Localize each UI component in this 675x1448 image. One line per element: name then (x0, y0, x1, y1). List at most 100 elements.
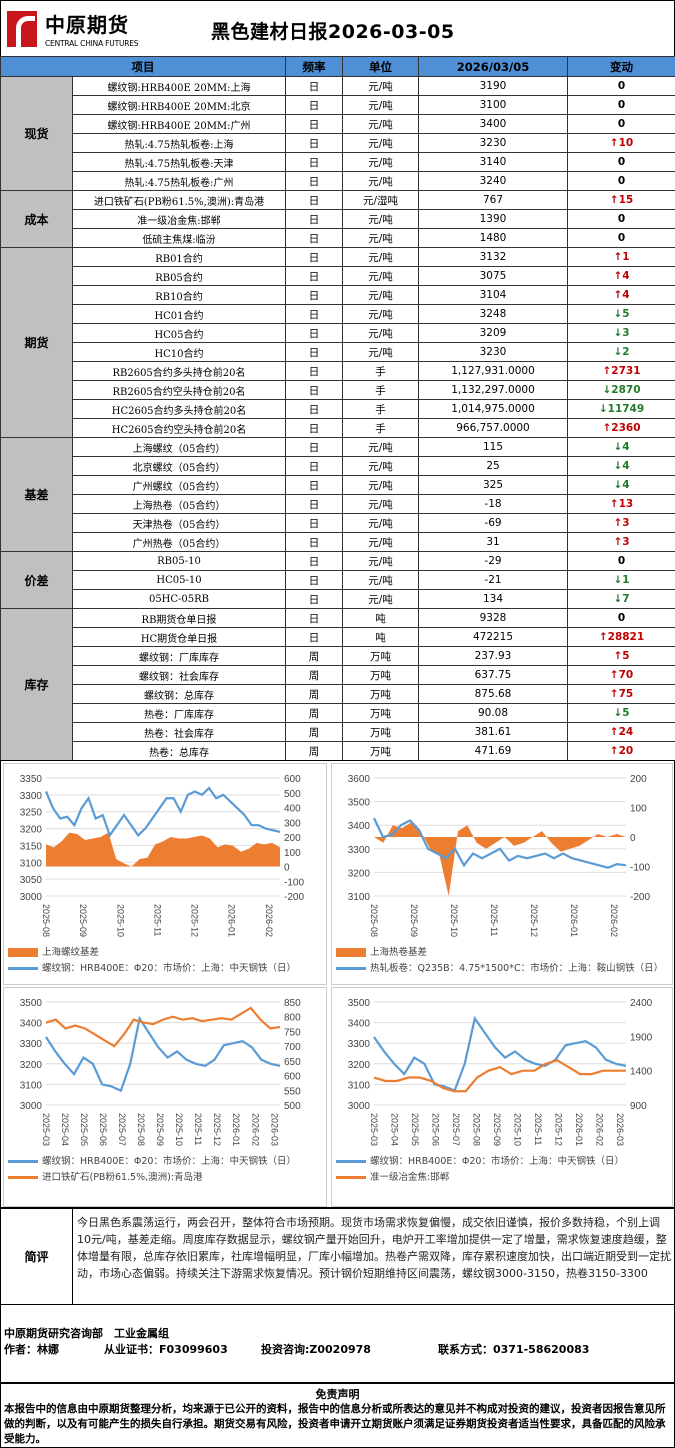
category-cell: 库存 (0, 608, 73, 761)
unit-cell: 吨 (342, 627, 419, 647)
item-cell: 热卷：厂库库存 (72, 703, 286, 723)
item-cell: 北京螺纹（05合约） (72, 456, 286, 476)
item-cell: HC05-10 (72, 570, 286, 590)
y2-tick-label: 2400 (630, 998, 653, 1009)
change-cell: 0 (567, 209, 675, 229)
item-cell: 螺纹钢:HRB400E 20MM:上海 (72, 76, 286, 96)
frequency-cell: 日 (285, 589, 343, 609)
change-cell: ↓5 (567, 304, 675, 324)
legend-item: 螺纹钢：HRB400E：Φ20：市场价：上海：中天钢铁（日） (336, 1155, 670, 1168)
change-cell: ↑1 (567, 247, 675, 267)
legend-swatch (336, 1160, 366, 1163)
item-cell: 螺纹钢:HRB400E 20MM:北京 (72, 95, 286, 115)
change-value: 28821 (607, 631, 645, 643)
unit-cell: 手 (342, 399, 419, 419)
unit-cell: 元/吨 (342, 171, 419, 191)
x-tick-label: 2025-09 (492, 1113, 502, 1146)
change-cell: ↓1 (567, 570, 675, 590)
consult-license: 投资咨询:Z0020978 (261, 1343, 371, 1356)
y2-tick-label: 1400 (630, 1067, 653, 1078)
y-tick-label: 3250 (20, 808, 43, 819)
value-cell: 875.68 (418, 684, 568, 704)
change-value: 70 (618, 669, 634, 681)
table-row: 成本 进口铁矿石(PB粉61.5%,澳洲):青岛港日元/湿吨 767 ↑15 (0, 190, 675, 248)
company-logo: 中原期货 CENTRAL CHINA FUTURES (7, 9, 152, 51)
item-cell: 05HC-05RB (72, 589, 286, 609)
unit-cell: 万吨 (342, 722, 419, 742)
frequency-cell: 周 (285, 741, 343, 761)
frequency-cell: 日 (285, 152, 343, 172)
value-cell: 3075 (418, 266, 568, 286)
value-cell: 3248 (418, 304, 568, 324)
change-cell: ↑3 (567, 513, 675, 533)
change-cell: 0 (567, 152, 675, 172)
x-tick-label: 2025-08 (41, 904, 51, 937)
x-tick-label: 2026-02 (250, 1113, 260, 1146)
frequency-cell: 日 (285, 266, 343, 286)
frequency-cell: 日 (285, 627, 343, 647)
change-cell: ↑10 (567, 133, 675, 153)
x-tick-label: 2025-08 (369, 904, 379, 937)
value-cell: 966,757.0000 (418, 418, 568, 438)
commentary-label: 简评 (1, 1209, 73, 1304)
table-row: 热轧:4.75热轧板卷:天津日元/吨 3140 0 (1, 152, 675, 172)
unit-cell: 元/吨 (342, 475, 419, 495)
legend-label: 上海螺纹基差 (42, 947, 100, 958)
y-tick-label: 3000 (20, 1101, 43, 1112)
value-cell: 1390 (418, 209, 568, 229)
item-cell: RB期货仓单日报 (72, 608, 286, 628)
y-tick-label: 3200 (348, 868, 371, 879)
series-line (45, 1015, 281, 1093)
item-cell: 上海螺纹（05合约） (72, 437, 286, 457)
y2-tick-label: 500 (284, 1101, 301, 1112)
change-cell: 0 (567, 228, 675, 248)
arrow-up-icon: ↑ (602, 422, 612, 434)
table-row: RB05合约日元/吨 3075 ↑4 (1, 266, 675, 286)
change-value: 2 (622, 346, 630, 358)
frequency-cell: 周 (285, 722, 343, 742)
item-cell: 螺纹钢：总库存 (72, 684, 286, 704)
change-cell: 0 (567, 114, 675, 134)
x-tick-label: 2025-11 (193, 1113, 203, 1145)
value-cell: 3132 (418, 247, 568, 267)
table-row: 螺纹钢:HRB400E 20MM:北京日元/吨 3100 0 (1, 95, 675, 115)
unit-cell: 元/吨 (342, 342, 419, 362)
arrow-up-icon: ↑ (609, 137, 619, 149)
change-cell: ↓5 (567, 703, 675, 723)
unit-cell: 元/吨 (342, 589, 419, 609)
unit-cell: 万吨 (342, 703, 419, 723)
change-value: 3 (622, 517, 630, 529)
chart-legend: 螺纹钢：HRB400E：Φ20：市场价：上海：中天钢铁（日） 进口铁矿石(PB粉6… (8, 1155, 324, 1187)
x-tick-label: 2025-10 (449, 904, 459, 937)
frequency-cell: 日 (285, 342, 343, 362)
item-cell: 热卷：总库存 (72, 741, 286, 761)
arrow-down-icon: ↓ (613, 593, 623, 605)
change-value: 1 (622, 574, 630, 586)
value-cell: 3104 (418, 285, 568, 305)
y-tick-label: 3200 (20, 1060, 43, 1071)
item-cell: 广州螺纹（05合约） (72, 475, 286, 495)
certificate: 从业证书：F03099603 (104, 1343, 228, 1356)
item-cell: 热轧:4.75热轧板卷:上海 (72, 133, 286, 153)
frequency-cell: 日 (285, 76, 343, 96)
x-tick-label: 2025-09 (409, 904, 419, 937)
value-cell: -18 (418, 494, 568, 514)
x-tick-label: 2025-09 (78, 904, 88, 937)
y-tick-label: 3500 (348, 798, 371, 809)
value-cell: -69 (418, 513, 568, 533)
chart-4: 3000 3100 3200 3300 3400 3500 900 1400 1900 2400 2… (331, 987, 673, 1207)
unit-cell: 元/吨 (342, 494, 419, 514)
change-value: 4 (622, 479, 630, 491)
y-tick-label: 3000 (348, 1101, 371, 1112)
y-tick-label: 3600 (348, 774, 371, 785)
frequency-cell: 日 (285, 494, 343, 514)
arrow-down-icon: ↓ (613, 308, 623, 320)
change-cell: 0 (567, 95, 675, 115)
y2-tick-label: 0 (630, 833, 636, 844)
change-value: 0 (617, 232, 626, 244)
table-row: 广州热卷（05合约）日元/吨 31 ↑3 (1, 532, 675, 552)
item-cell: RB01合约 (72, 247, 286, 267)
y2-tick-label: 1900 (630, 1032, 653, 1043)
frequency-cell: 日 (285, 247, 343, 267)
x-tick-label: 2026-01 (231, 1113, 241, 1146)
